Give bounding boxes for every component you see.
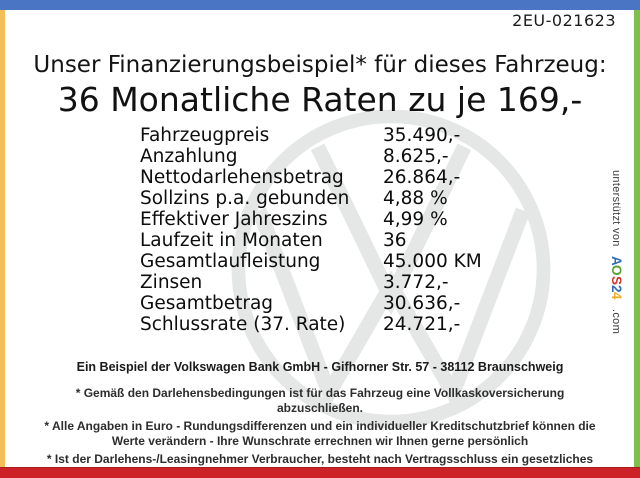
row-value: 8.625,-: [383, 146, 449, 167]
row-label: Gesamtbetrag: [140, 293, 274, 314]
headline-rate: 36 Monatliche Raten zu je 169,-: [57, 80, 583, 119]
headline-intro: Unser Finanzierungsbeispiel* für dieses …: [33, 52, 607, 78]
aos24-letter: 2: [609, 284, 624, 293]
document-id: 2EU-021623: [512, 11, 616, 30]
table-row: Nettodarlehensbetrag 26.864,-: [140, 167, 510, 188]
row-value: 30.636,-: [383, 293, 461, 314]
aos24-logo: AOS24: [609, 256, 624, 300]
side-banner: unterstützt von AOS24 .com: [609, 148, 624, 356]
row-value: 35.490,-: [383, 125, 461, 146]
row-label: Zinsen: [140, 272, 203, 293]
row-label: Sollzins p.a. gebunden: [140, 188, 350, 209]
aos24-letter: O: [609, 265, 624, 276]
table-row: Effektiver Jahreszins 4,99 %: [140, 209, 510, 230]
row-label: Effektiver Jahreszins: [140, 209, 328, 230]
footnote-euro-values: * Alle Angaben in Euro - Rundungsdiffere…: [44, 419, 596, 448]
table-row: Laufzeit in Monaten 36: [140, 230, 510, 251]
side-banner-domain: .com: [610, 309, 622, 335]
row-value: 26.864,-: [383, 167, 461, 188]
right-border-bar: [634, 10, 640, 467]
row-value: 24.721,-: [383, 314, 461, 335]
table-row: Gesamtlaufleistung 45.000 KM: [140, 251, 510, 272]
table-row: Sollzins p.a. gebunden 4,88 %: [140, 188, 510, 209]
row-value: 36: [383, 230, 407, 251]
aos24-letter: 4: [609, 292, 624, 300]
bottom-border-bar: [0, 467, 640, 478]
row-value: 3.772,-: [383, 272, 449, 293]
row-label: Gesamtlaufleistung: [140, 251, 321, 272]
side-banner-text: unterstützt von: [610, 169, 622, 247]
aos24-letter: S: [609, 275, 624, 285]
table-row: Anzahlung 8.625,-: [140, 146, 510, 167]
row-label: Nettodarlehensbetrag: [140, 167, 344, 188]
left-border-bar: [0, 10, 5, 467]
row-label: Fahrzeugpreis: [140, 125, 270, 146]
finance-table: Fahrzeugpreis 35.490,- Anzahlung 8.625,-…: [140, 125, 510, 335]
footnotes: * Gemäß den Darlehensbedingungen ist für…: [0, 386, 640, 478]
row-label: Laufzeit in Monaten: [140, 230, 323, 251]
row-value: 4,88 %: [383, 188, 448, 209]
row-label: Anzahlung: [140, 146, 238, 167]
bank-address-line: Ein Beispiel der Volkswagen Bank GmbH - …: [76, 360, 564, 374]
row-value: 4,99 %: [383, 209, 448, 230]
row-label: Schlussrate (37. Rate): [140, 314, 346, 335]
aos24-letter: A: [609, 255, 624, 266]
row-value: 45.000 KM: [383, 251, 482, 272]
footnote-insurance: * Gemäß den Darlehensbedingungen ist für…: [75, 386, 565, 415]
table-row: Gesamtbetrag 30.636,-: [140, 293, 510, 314]
table-row: Schlussrate (37. Rate) 24.721,-: [140, 314, 510, 335]
top-border-bar: [0, 0, 640, 10]
table-row: Fahrzeugpreis 35.490,-: [140, 125, 510, 146]
vw-logo-watermark: [231, 109, 551, 429]
table-row: Zinsen 3.772,-: [140, 272, 510, 293]
